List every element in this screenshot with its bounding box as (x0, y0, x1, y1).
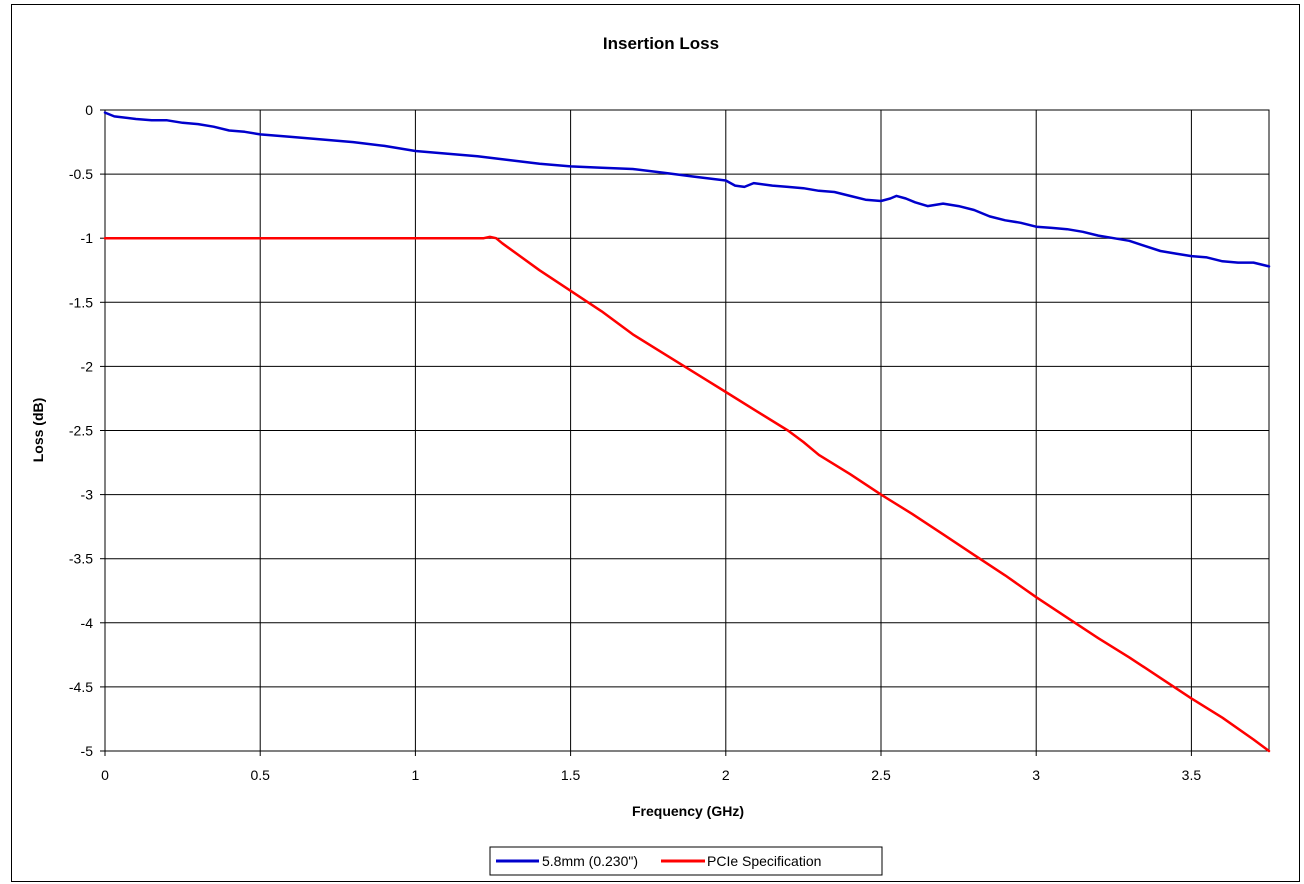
x-tick-label-0: 0 (101, 767, 109, 783)
x-tick-label-6: 3 (1032, 767, 1040, 783)
chart-title: Insertion Loss (603, 34, 719, 53)
y-tick-label-0: 0 (85, 102, 93, 118)
y-axis-ticks: 0 -0.5 -1 -1.5 -2 -2.5 -3 -3.5 -4 -4.5 -5 (69, 102, 105, 759)
x-tick-label-7: 3.5 (1182, 767, 1202, 783)
y-tick-label-7: -3.5 (69, 551, 93, 567)
series-line-2 (103, 235, 1271, 753)
y-axis-label: Loss (dB) (30, 398, 46, 463)
legend-label-series-2: PCIe Specification (707, 853, 821, 869)
legend: 5.8mm (0.230") PCIe Specification (489, 846, 883, 876)
legend-label-series-1: 5.8mm (0.230") (542, 853, 638, 869)
y-tick-label-10: -5 (81, 743, 94, 759)
y-tick-label-9: -4.5 (69, 679, 93, 695)
x-tick-label-1: 0.5 (250, 767, 270, 783)
y-tick-label-6: -3 (81, 487, 94, 503)
grid-lines (105, 110, 1269, 751)
y-tick-label-1: -0.5 (69, 166, 93, 182)
x-axis-ticks: 0 0.5 1 1.5 2 2.5 3 3.5 (101, 751, 1201, 783)
y-tick-label-3: -1.5 (69, 294, 93, 310)
y-tick-label-4: -2 (81, 358, 94, 374)
x-tick-label-4: 2 (722, 767, 730, 783)
y-tick-label-8: -4 (81, 615, 94, 631)
series-line-1 (103, 111, 1271, 268)
x-tick-label-5: 2.5 (871, 767, 891, 783)
x-tick-label-3: 1.5 (561, 767, 581, 783)
chart-container (11, 4, 1300, 882)
y-tick-label-2: -1 (81, 230, 94, 246)
y-tick-label-5: -2.5 (69, 423, 93, 439)
x-axis-label: Frequency (GHz) (632, 803, 744, 819)
x-tick-label-2: 1 (412, 767, 420, 783)
series-lines (103, 111, 1271, 753)
